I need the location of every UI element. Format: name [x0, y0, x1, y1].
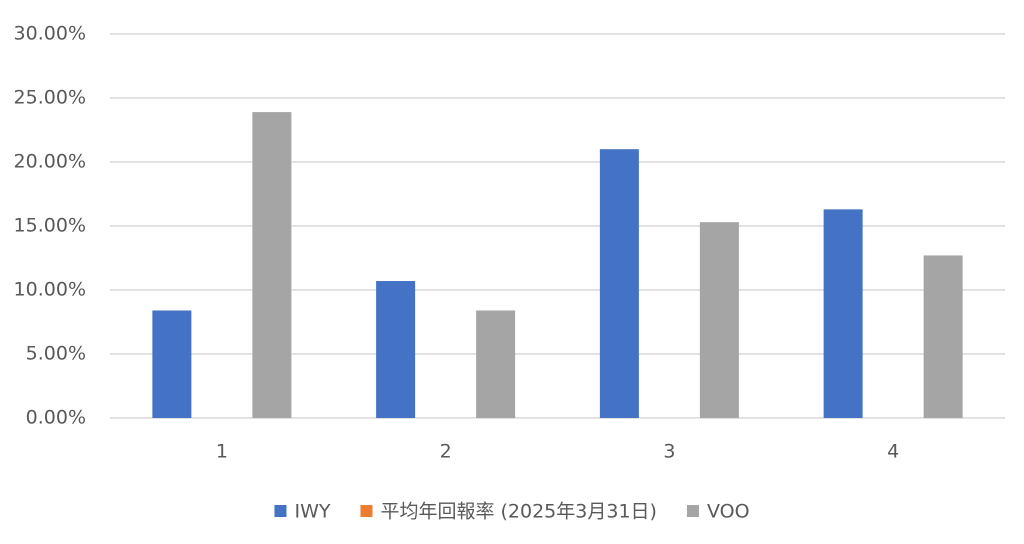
legend-swatch: [686, 505, 699, 517]
x-tick-label: 3: [663, 441, 675, 463]
y-tick-label: 10.00%: [14, 279, 86, 301]
bar: [152, 310, 192, 418]
y-tick-label: 15.00%: [14, 215, 86, 237]
legend-swatch: [360, 505, 373, 517]
bar: [599, 149, 639, 418]
y-tick-label: 20.00%: [14, 151, 86, 173]
y-tick-label: 0.00%: [26, 407, 86, 429]
bar: [823, 209, 863, 418]
y-tick-label: 30.00%: [14, 23, 86, 45]
x-tick-label: 2: [440, 441, 452, 463]
legend-label: 平均年回報率 (2025年3月31日): [380, 501, 656, 523]
bar: [476, 310, 516, 418]
x-tick-label: 4: [887, 441, 899, 463]
legend-label: VOO: [707, 501, 750, 523]
legend-swatch: [274, 505, 287, 517]
y-tick-label: 5.00%: [26, 343, 86, 365]
bar: [923, 255, 963, 418]
legend-label: IWY: [294, 501, 330, 523]
y-tick-label: 25.00%: [14, 87, 86, 109]
bar: [699, 222, 739, 418]
bar: [376, 281, 416, 418]
bar: [252, 112, 292, 418]
x-tick-label: 1: [216, 441, 228, 463]
